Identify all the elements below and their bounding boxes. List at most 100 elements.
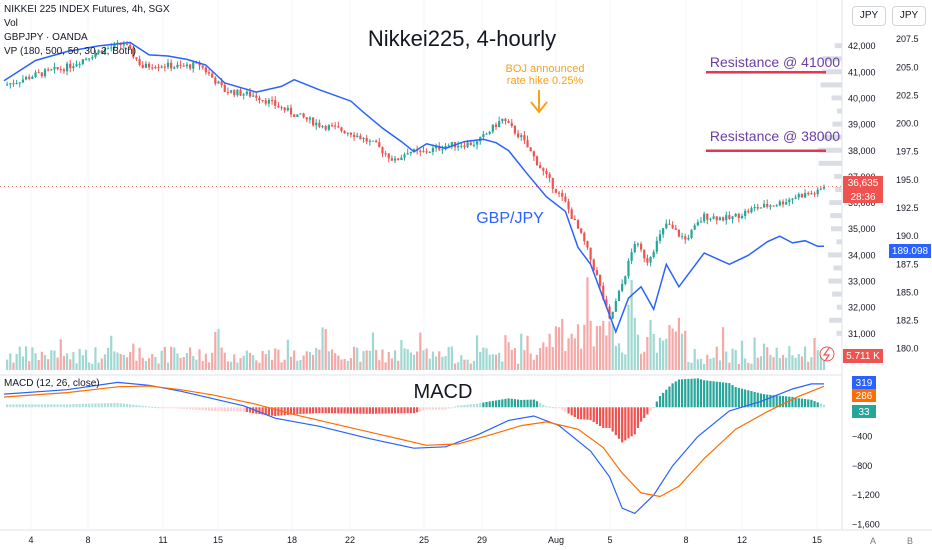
candle-body[interactable] (595, 270, 599, 275)
candle-body[interactable] (475, 141, 479, 145)
candle-body[interactable] (371, 140, 375, 142)
candle-body[interactable] (491, 124, 494, 132)
candle-body[interactable] (794, 197, 797, 199)
candle-body[interactable] (639, 243, 643, 250)
candle-body[interactable] (223, 84, 226, 92)
vol-legend[interactable]: Vol (4, 18, 18, 29)
candle-body[interactable] (744, 210, 747, 216)
candle-body[interactable] (703, 213, 706, 222)
candle-body[interactable] (507, 121, 510, 123)
candle-body[interactable] (617, 290, 621, 302)
candle-body[interactable] (488, 131, 491, 134)
candle-body[interactable] (226, 91, 230, 93)
candle-body[interactable] (737, 213, 740, 219)
candle-body[interactable] (580, 228, 583, 233)
candle-body[interactable] (807, 192, 810, 195)
candle-body[interactable] (564, 196, 567, 202)
vp-legend[interactable]: VP (180, 500, 50, 30, 2, Both) (4, 46, 137, 57)
candle-body[interactable] (185, 64, 189, 67)
candle-body[interactable] (283, 107, 286, 111)
candle-body[interactable] (144, 63, 148, 68)
signal-line[interactable] (3, 385, 825, 498)
candle-body[interactable] (267, 100, 271, 104)
candle-body[interactable] (419, 150, 422, 152)
candle-body[interactable] (633, 244, 636, 253)
candle-body[interactable] (781, 201, 785, 205)
candle-body[interactable] (614, 301, 617, 312)
left-currency-button[interactable]: JPY (852, 6, 886, 26)
candle-body[interactable] (573, 218, 576, 220)
candle-body[interactable] (655, 240, 658, 252)
candle-body[interactable] (721, 217, 725, 221)
candle-body[interactable] (59, 69, 62, 71)
candle-body[interactable] (718, 217, 722, 221)
candle-body[interactable] (252, 95, 255, 97)
candle-body[interactable] (163, 66, 166, 68)
candle-body[interactable] (668, 223, 671, 225)
candle-body[interactable] (557, 192, 561, 194)
candle-body[interactable] (621, 283, 624, 291)
candle-body[interactable] (624, 276, 627, 284)
candle-body[interactable] (605, 299, 608, 307)
candle-body[interactable] (532, 151, 535, 157)
candle-body[interactable] (362, 137, 365, 140)
candle-body[interactable] (293, 114, 296, 117)
candle-body[interactable] (179, 64, 182, 66)
candle-body[interactable] (652, 251, 655, 258)
candle-body[interactable] (434, 146, 438, 149)
candle-body[interactable] (762, 203, 766, 208)
candle-body[interactable] (428, 151, 431, 153)
candle-body[interactable] (277, 105, 280, 108)
candle-body[interactable] (299, 113, 302, 115)
candle-body[interactable] (365, 137, 368, 142)
candle-body[interactable] (356, 135, 359, 137)
candle-body[interactable] (494, 124, 498, 128)
candle-body[interactable] (759, 207, 763, 209)
candle-body[interactable] (349, 132, 353, 135)
candle-body[interactable] (100, 50, 103, 54)
candle-body[interactable] (204, 67, 207, 73)
candle-body[interactable] (113, 43, 116, 48)
candle-body[interactable] (797, 194, 800, 198)
candle-body[interactable] (520, 135, 523, 138)
candle-body[interactable] (387, 153, 390, 159)
candle-body[interactable] (125, 44, 129, 46)
candle-body[interactable] (201, 65, 204, 68)
candle-body[interactable] (346, 132, 349, 134)
candle-body[interactable] (390, 158, 394, 161)
candle-body[interactable] (671, 224, 674, 229)
candle-body[interactable] (441, 149, 444, 151)
candle-body[interactable] (674, 228, 677, 230)
candle-body[interactable] (576, 219, 580, 229)
candle-body[interactable] (129, 44, 132, 49)
candle-body[interactable] (229, 90, 233, 93)
candle-body[interactable] (406, 153, 409, 155)
candle-body[interactable] (103, 48, 107, 54)
candle-body[interactable] (731, 216, 734, 219)
candle-body[interactable] (233, 90, 236, 96)
candle-body[interactable] (766, 203, 769, 207)
candle-body[interactable] (311, 117, 315, 126)
candle-body[interactable] (526, 140, 529, 148)
candle-body[interactable] (791, 198, 794, 200)
candle-body[interactable] (340, 127, 343, 131)
candle-body[interactable] (687, 237, 690, 240)
candle-body[interactable] (286, 107, 289, 111)
candle-body[interactable] (816, 189, 819, 195)
candle-body[interactable] (756, 207, 759, 209)
candle-body[interactable] (28, 76, 31, 79)
candle-body[interactable] (220, 81, 223, 85)
candle-body[interactable] (182, 65, 185, 67)
candle-body[interactable] (289, 107, 293, 115)
candle-body[interactable] (460, 145, 463, 147)
scale-auto-button[interactable]: A (870, 536, 876, 546)
candle-body[interactable] (91, 57, 94, 59)
candle-body[interactable] (583, 232, 586, 242)
candle-body[interactable] (554, 188, 558, 193)
candle-body[interactable] (769, 205, 772, 207)
candle-body[interactable] (400, 157, 403, 161)
candle-body[interactable] (608, 306, 611, 319)
candle-body[interactable] (176, 64, 179, 68)
candle-body[interactable] (800, 194, 804, 198)
candle-body[interactable] (646, 258, 649, 263)
